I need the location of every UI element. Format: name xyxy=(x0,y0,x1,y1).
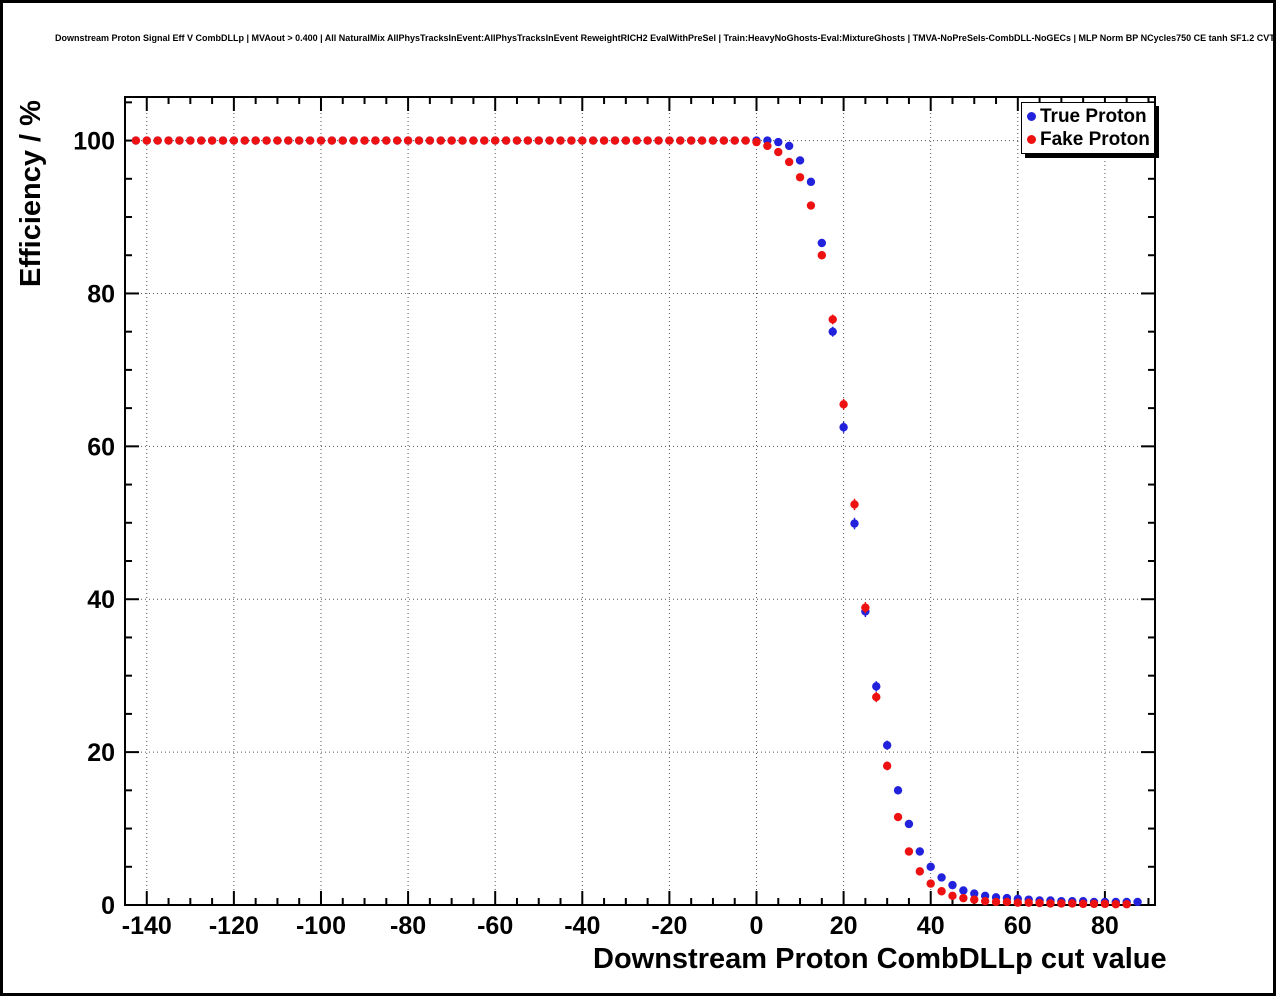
svg-text:0: 0 xyxy=(101,892,115,920)
plot-title: Downstream Proton Signal Eff V CombDLLp … xyxy=(55,33,1276,43)
plot-area: -140 -120 -100 -80 -60 -40 -20 0 20 40 60 80 0 20 40 60… xyxy=(73,96,1156,940)
svg-text:-20: -20 xyxy=(651,912,687,940)
svg-text:80: 80 xyxy=(87,280,115,308)
svg-text:60: 60 xyxy=(87,433,115,461)
svg-text:20: 20 xyxy=(830,912,858,940)
fake-proton-marker-icon xyxy=(1027,135,1036,144)
svg-text:80: 80 xyxy=(1091,912,1119,940)
legend-entry-fake-proton: Fake Proton xyxy=(1027,128,1154,151)
svg-text:-120: -120 xyxy=(209,912,259,940)
x-axis-title: Downstream Proton CombDLLp cut value xyxy=(593,943,1167,975)
svg-text:60: 60 xyxy=(1004,912,1032,940)
true-proton-marker-icon xyxy=(1027,112,1036,121)
svg-text:-80: -80 xyxy=(390,912,426,940)
svg-text:-140: -140 xyxy=(122,912,172,940)
svg-text:0: 0 xyxy=(750,912,764,940)
svg-text:20: 20 xyxy=(87,739,115,767)
svg-text:40: 40 xyxy=(87,586,115,614)
legend: True Proton Fake Proton xyxy=(1021,102,1155,154)
svg-text:-60: -60 xyxy=(477,912,513,940)
legend-label-true-proton: True Proton xyxy=(1040,105,1147,127)
svg-text:40: 40 xyxy=(917,912,945,940)
svg-text:100: 100 xyxy=(73,128,115,156)
svg-text:-100: -100 xyxy=(296,912,346,940)
legend-entry-true-proton: True Proton xyxy=(1027,105,1154,128)
svg-text:-40: -40 xyxy=(564,912,600,940)
legend-label-fake-proton: Fake Proton xyxy=(1040,128,1150,150)
